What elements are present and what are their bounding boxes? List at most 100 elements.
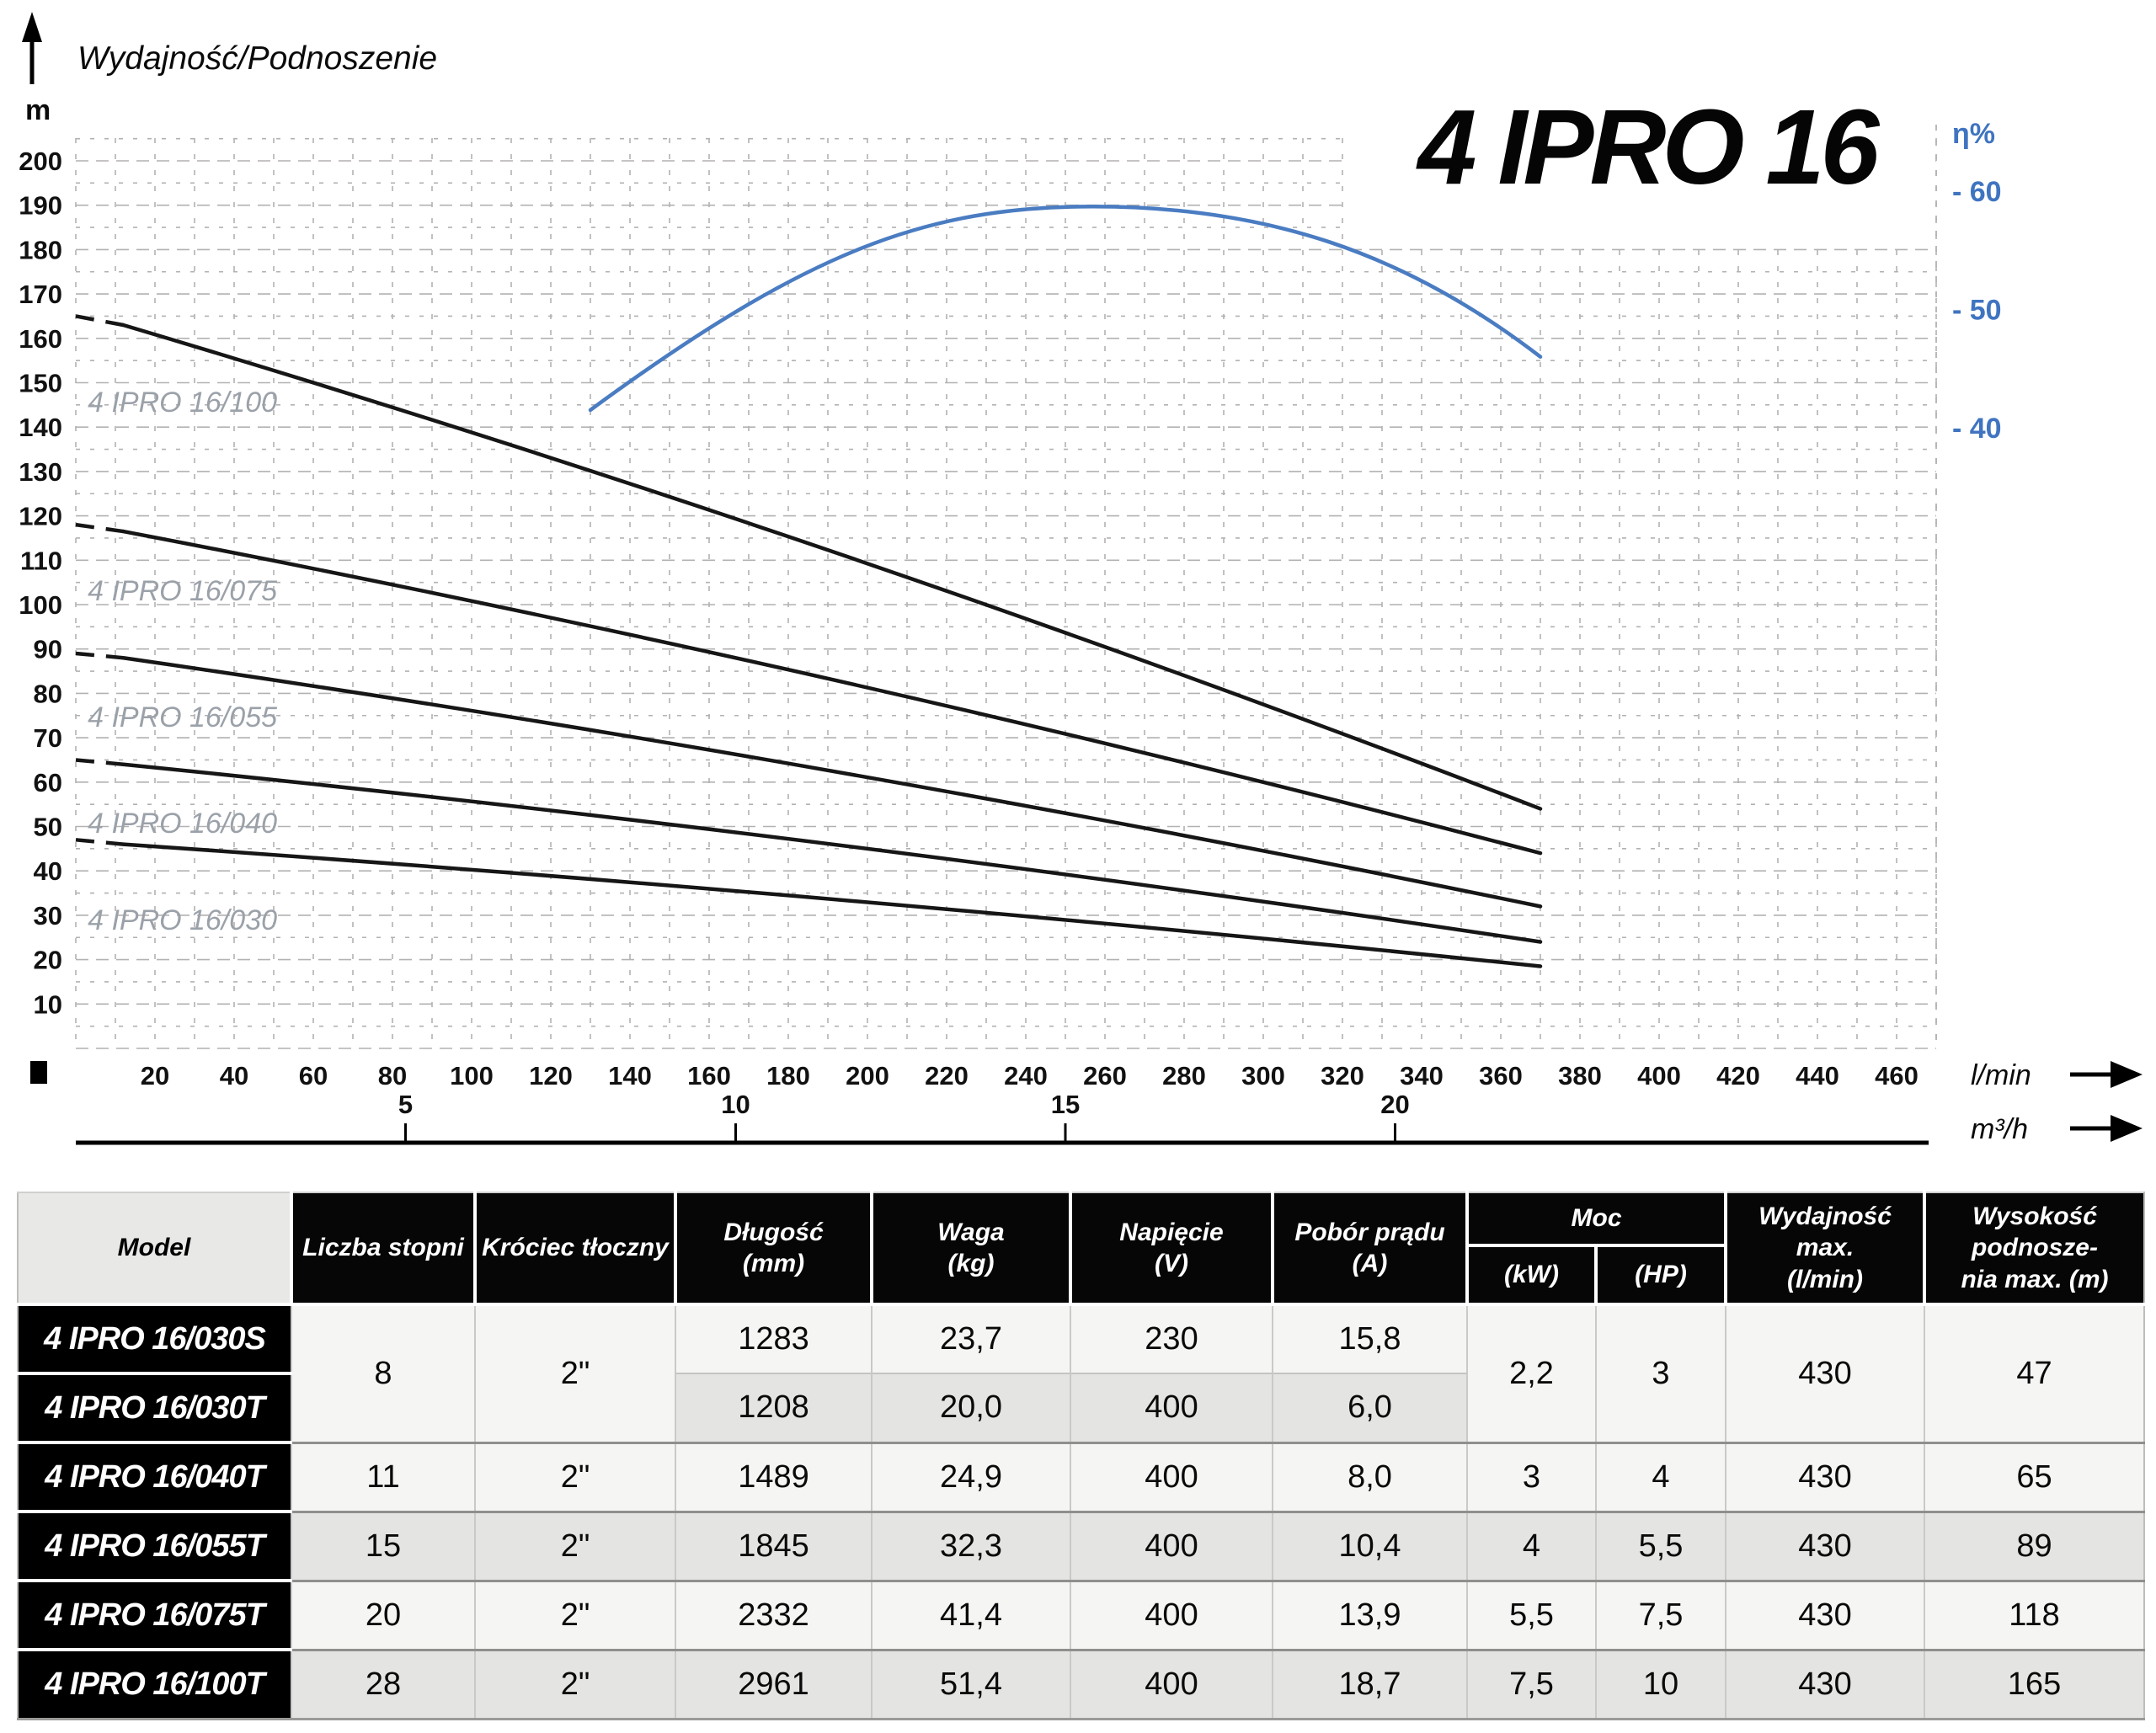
curve-label: 4 IPRO 16/100 [88, 387, 277, 419]
data-cell: 118 [1924, 1579, 2144, 1650]
data-cell: 430 [1725, 1510, 1924, 1581]
y-tick-label: 100 [19, 590, 62, 620]
x-tick-label: 340 [1400, 1061, 1444, 1090]
data-cell: 400 [1070, 1441, 1273, 1512]
model-cell: 4 IPRO 16/075T [18, 1579, 291, 1650]
chart-title: 4 IPRO 16 [1415, 88, 1880, 206]
data-cell: 430 [1725, 1579, 1924, 1650]
x-tick-label: 220 [925, 1061, 969, 1090]
data-cell: 2" [474, 1441, 675, 1512]
pump-curve-chart: η% - 60 - 50 - 40 4 IPRO 16/100 4 IPRO 16/075… [19, 12, 2143, 1145]
x-axis-unit-m3h: m³/h [1971, 1113, 2028, 1145]
curve-label: 4 IPRO 16/030 [88, 904, 277, 936]
model-cell: 4 IPRO 16/100T [18, 1648, 291, 1719]
x-tick-label: 20 [141, 1061, 169, 1090]
data-cell: 2961 [675, 1648, 872, 1719]
data-cell: 8,0 [1272, 1441, 1467, 1512]
x-secondary-tick-label: 10 [721, 1090, 750, 1119]
head-curve [121, 842, 1543, 968]
y-tick-label: 150 [19, 369, 62, 398]
x-tick-label: 180 [766, 1061, 810, 1090]
data-cell: 7,5 [1466, 1648, 1596, 1719]
data-cell: 5,5 [1466, 1579, 1596, 1650]
column-header: Króciec tłoczny [473, 1192, 675, 1306]
x-tick-label: 80 [378, 1061, 407, 1090]
y-tick-label: 70 [34, 723, 62, 753]
x-tick-label: 120 [529, 1061, 573, 1090]
column-header: Waga (kg) [870, 1192, 1070, 1306]
y-tick-label: 60 [34, 768, 62, 797]
x-secondary-tick-label: 20 [1380, 1090, 1409, 1119]
y-axis-unit: m [25, 94, 51, 126]
data-cell: 2" [474, 1648, 675, 1719]
curve-label: 4 IPRO 16/040 [88, 808, 277, 840]
x-tick-label: 200 [846, 1061, 889, 1090]
data-cell: 24,9 [871, 1441, 1070, 1512]
x-tick-label: 40 [220, 1061, 248, 1090]
data-cell: 3 [1595, 1304, 1726, 1442]
y-tick-label: 90 [34, 635, 62, 664]
data-cell: 20,0 [871, 1373, 1070, 1442]
x-tick-label: 160 [687, 1061, 731, 1090]
y-tick-label: 160 [19, 324, 62, 354]
table-row: 4 IPRO 16/075T 20 2" 2332 41,4 400 13,9 5,5 7,5 4… [18, 1579, 2144, 1650]
y-tick-label: 190 [19, 191, 62, 221]
data-cell: 8 [291, 1304, 475, 1442]
data-cell: 41,4 [871, 1579, 1070, 1650]
specs-table: Model Liczba stopni Króciec tłoczny Długość… [17, 1192, 2145, 1720]
title-backdrop [1348, 133, 1935, 244]
column-header: Wydajność max. (l/min) [1724, 1192, 1924, 1306]
x-tick-label: 240 [1004, 1061, 1048, 1090]
table-row: 4 IPRO 16/055T 15 2" 1845 32,3 400 10,4 4 5,5 430… [18, 1510, 2144, 1581]
model-cell: 4 IPRO 16/030T [18, 1372, 291, 1442]
data-cell: 1489 [675, 1441, 872, 1512]
data-cell: 2" [474, 1579, 675, 1650]
x-tick-label: 380 [1558, 1061, 1602, 1090]
origin-marker [30, 1061, 47, 1084]
x-secondary-tick-label: 5 [398, 1090, 413, 1119]
head-curve-dashed [75, 758, 124, 766]
x-tick-label: 100 [450, 1061, 494, 1090]
eta-tick-label: - 60 [1952, 176, 2002, 208]
data-cell: 4 [1466, 1510, 1596, 1581]
lmin-arrowhead-icon [2111, 1061, 2143, 1088]
column-subheader: (HP) [1594, 1243, 1726, 1307]
column-header: Wysokość podnosze-nia max. (m) [1923, 1192, 2144, 1306]
data-cell: 2,2 [1466, 1304, 1596, 1442]
data-cell: 13,9 [1272, 1579, 1467, 1650]
head-curve-dashed [75, 522, 124, 534]
data-cell: 11 [291, 1441, 475, 1512]
data-cell: 28 [291, 1648, 475, 1719]
head-curve [121, 655, 1543, 909]
column-header: Napięcie (V) [1069, 1192, 1273, 1306]
x-tick-label: 400 [1637, 1061, 1681, 1090]
data-cell: 51,4 [871, 1648, 1070, 1719]
data-cell: 47 [1924, 1304, 2144, 1442]
x-tick-label: 360 [1479, 1061, 1523, 1090]
y-axis-title: Wydajność/Podnoszenie [77, 40, 437, 77]
m3h-arrowhead-icon [2111, 1115, 2143, 1142]
data-cell: 2" [474, 1510, 675, 1581]
data-cell: 7,5 [1595, 1579, 1726, 1650]
data-cell: 2332 [675, 1579, 872, 1650]
data-cell: 3 [1466, 1441, 1596, 1512]
data-cell: 5,5 [1595, 1510, 1726, 1581]
eta-tick-label: - 40 [1952, 413, 2002, 445]
x-tick-label: 140 [608, 1061, 652, 1090]
column-header: Liczba stopni [290, 1192, 475, 1306]
data-cell: 10,4 [1272, 1510, 1467, 1581]
y-tick-label: 20 [34, 946, 62, 975]
data-cell: 2" [474, 1304, 675, 1442]
data-cell: 32,3 [871, 1510, 1070, 1581]
y-tick-label: 80 [34, 679, 62, 708]
y-tick-label: 10 [34, 989, 62, 1019]
x-tick-label: 440 [1796, 1061, 1839, 1090]
table-row: 4 IPRO 16/030S 8 2" 1283 23,7 230 15,8 2,2 3 430 4… [18, 1303, 2144, 1442]
data-cell: 430 [1725, 1648, 1924, 1719]
data-cell: 4 [1595, 1441, 1726, 1512]
head-curve-dashed [75, 314, 124, 328]
data-cell: 400 [1070, 1510, 1273, 1581]
x-tick-label: 280 [1162, 1061, 1206, 1090]
column-header-group: Moc [1465, 1192, 1726, 1247]
